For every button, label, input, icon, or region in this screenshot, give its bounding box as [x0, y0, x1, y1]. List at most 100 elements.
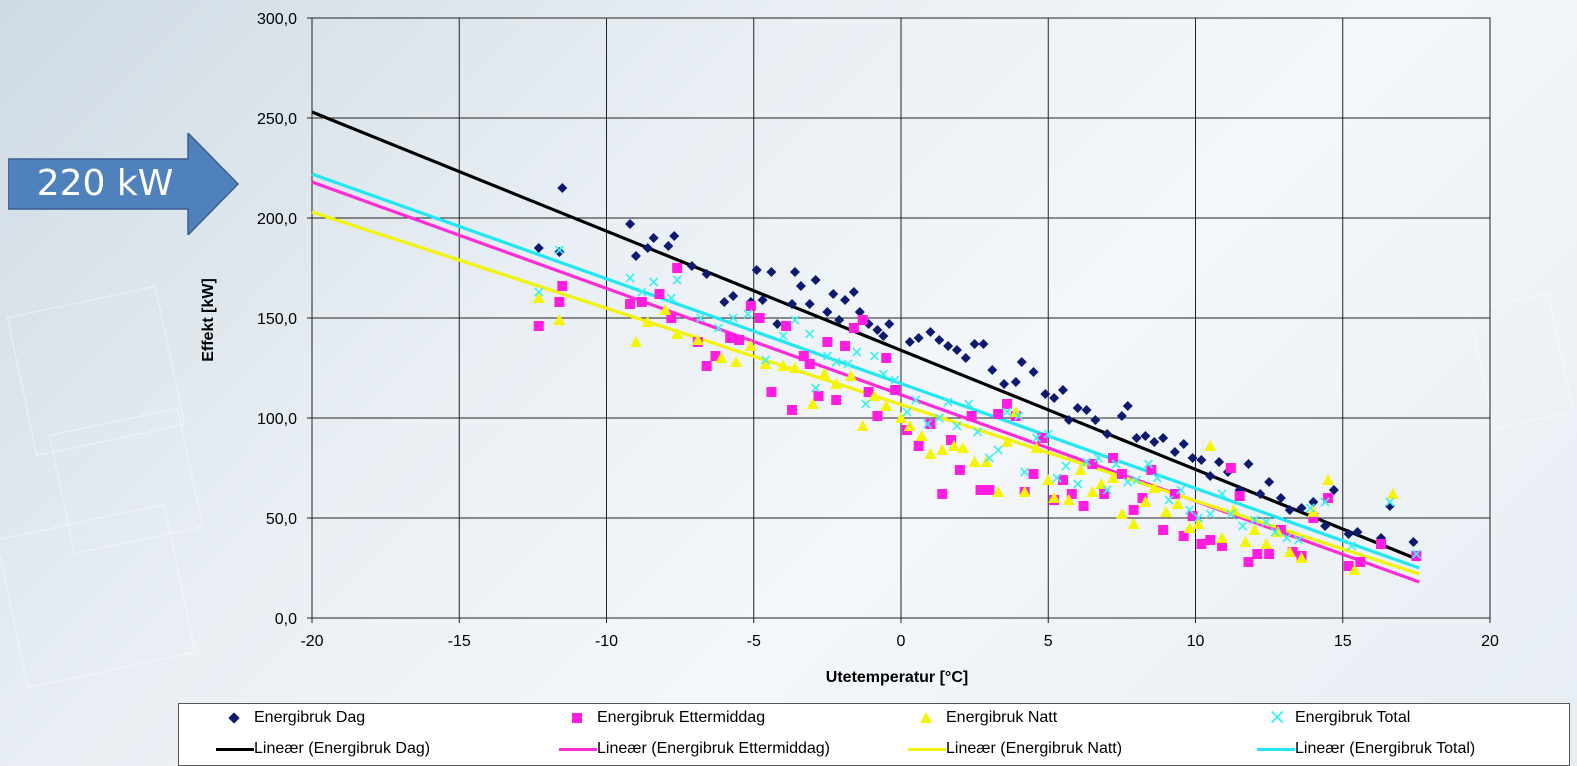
data-point-diamond	[554, 247, 565, 257]
x-tick-label: 5	[1044, 633, 1053, 650]
data-point-x	[952, 421, 962, 431]
data-point-square	[1234, 491, 1245, 501]
data-point-square	[672, 263, 683, 273]
data-point-diamond	[828, 289, 839, 299]
trendline	[311, 110, 1420, 562]
data-point-x	[1123, 477, 1133, 487]
data-point-square	[781, 321, 792, 331]
data-point-square	[1087, 459, 1098, 469]
data-point-square	[1411, 551, 1422, 561]
data-point-square	[1225, 463, 1236, 473]
legend-item-trend-ettermiddag: Lineær (Energibruk Ettermiddag)	[557, 738, 830, 760]
data-point-diamond	[1187, 453, 1198, 463]
data-point-diamond	[1243, 459, 1254, 469]
data-point-triangle	[1062, 494, 1075, 505]
line-marker-icon	[214, 738, 254, 760]
data-point-diamond	[1028, 367, 1039, 377]
data-point-x	[911, 395, 921, 405]
data-point-square	[798, 351, 809, 361]
data-point-triangle	[1001, 436, 1014, 447]
data-point-triangle	[730, 356, 743, 367]
data-point-triangle	[777, 360, 790, 371]
data-point-triangle	[532, 292, 545, 303]
y-tick-label: 250,0	[257, 111, 297, 128]
callout-text: 220 kW	[36, 163, 174, 204]
data-point-x	[625, 273, 635, 283]
data-point-x	[1205, 509, 1215, 519]
data-point-triangle	[641, 316, 654, 327]
square-marker-icon	[557, 707, 597, 729]
data-point-diamond	[686, 261, 697, 271]
data-point-x	[984, 453, 994, 463]
data-point-x	[790, 315, 800, 325]
data-point-square	[993, 409, 1004, 419]
data-point-square	[1116, 469, 1127, 479]
data-point-diamond	[701, 269, 712, 279]
data-point-x	[1185, 505, 1195, 515]
right-arrow-icon	[7, 131, 240, 237]
data-point-triangle	[968, 456, 981, 467]
data-point-x	[696, 313, 706, 323]
data-point-x	[822, 351, 832, 361]
data-point-diamond	[757, 295, 768, 305]
data-point-triangle	[1271, 526, 1284, 537]
data-point-triangle	[895, 412, 907, 423]
data-point-square	[872, 411, 883, 421]
data-point-diamond	[1320, 521, 1331, 531]
data-point-square	[857, 315, 868, 325]
data-point-square	[787, 405, 798, 415]
data-point-square	[1146, 465, 1157, 475]
data-point-square	[533, 321, 544, 331]
data-point-x	[831, 357, 841, 367]
data-point-x	[728, 313, 738, 323]
data-point-x	[1073, 479, 1083, 489]
x-tick-label: -10	[595, 633, 618, 650]
data-point-square	[1196, 539, 1207, 549]
legend-item-trend-total: Lineær (Energibruk Total)	[1255, 738, 1475, 760]
data-point-triangle	[1107, 472, 1120, 483]
data-point-triangle	[671, 328, 684, 339]
data-point-diamond	[854, 307, 865, 317]
data-point-x	[1143, 459, 1153, 469]
legend-label: Lineær (Energibruk Ettermiddag)	[597, 740, 830, 757]
data-point-diamond	[751, 265, 762, 275]
data-point-x	[743, 309, 753, 319]
data-point-triangle	[1042, 474, 1055, 485]
data-point-x	[637, 287, 647, 297]
data-point-triangle	[903, 420, 916, 431]
data-point-diamond	[1116, 411, 1127, 421]
data-point-x	[1261, 517, 1271, 527]
data-point-x	[964, 399, 974, 409]
y-tick-label: 100,0	[257, 411, 297, 428]
data-point-x	[861, 399, 871, 409]
data-point-diamond	[904, 337, 915, 347]
data-point-x	[943, 397, 953, 407]
data-point-triangle	[948, 440, 961, 451]
legend-label: Energibruk Ettermiddag	[597, 709, 766, 726]
data-point-diamond	[1010, 377, 1021, 387]
data-point-diamond	[1408, 537, 1419, 547]
data-point-diamond	[1352, 527, 1363, 537]
data-point-x	[1320, 497, 1330, 507]
trendlines	[311, 110, 1420, 584]
data-point-x	[1294, 535, 1304, 545]
data-point-diamond	[804, 299, 815, 309]
data-point-triangle	[1192, 518, 1205, 529]
data-point-x	[649, 277, 659, 287]
data-point-diamond	[810, 275, 821, 285]
data-point-x	[1193, 513, 1204, 523]
data-point-square	[1187, 511, 1198, 521]
data-point-triangle	[992, 486, 1005, 497]
triangle-marker-icon	[906, 707, 946, 729]
data-point-triangle	[744, 340, 757, 351]
data-point-triangle	[788, 362, 801, 373]
line-marker-icon	[906, 738, 946, 760]
data-point-x	[1031, 433, 1042, 443]
data-point-triangle	[1248, 524, 1261, 535]
data-point-x	[993, 445, 1003, 455]
data-point-square	[1078, 501, 1089, 511]
data-point-diamond	[848, 287, 859, 297]
data-point-triangle	[1148, 482, 1161, 493]
data-point-diamond	[1296, 503, 1307, 513]
data-point-square	[848, 323, 859, 333]
